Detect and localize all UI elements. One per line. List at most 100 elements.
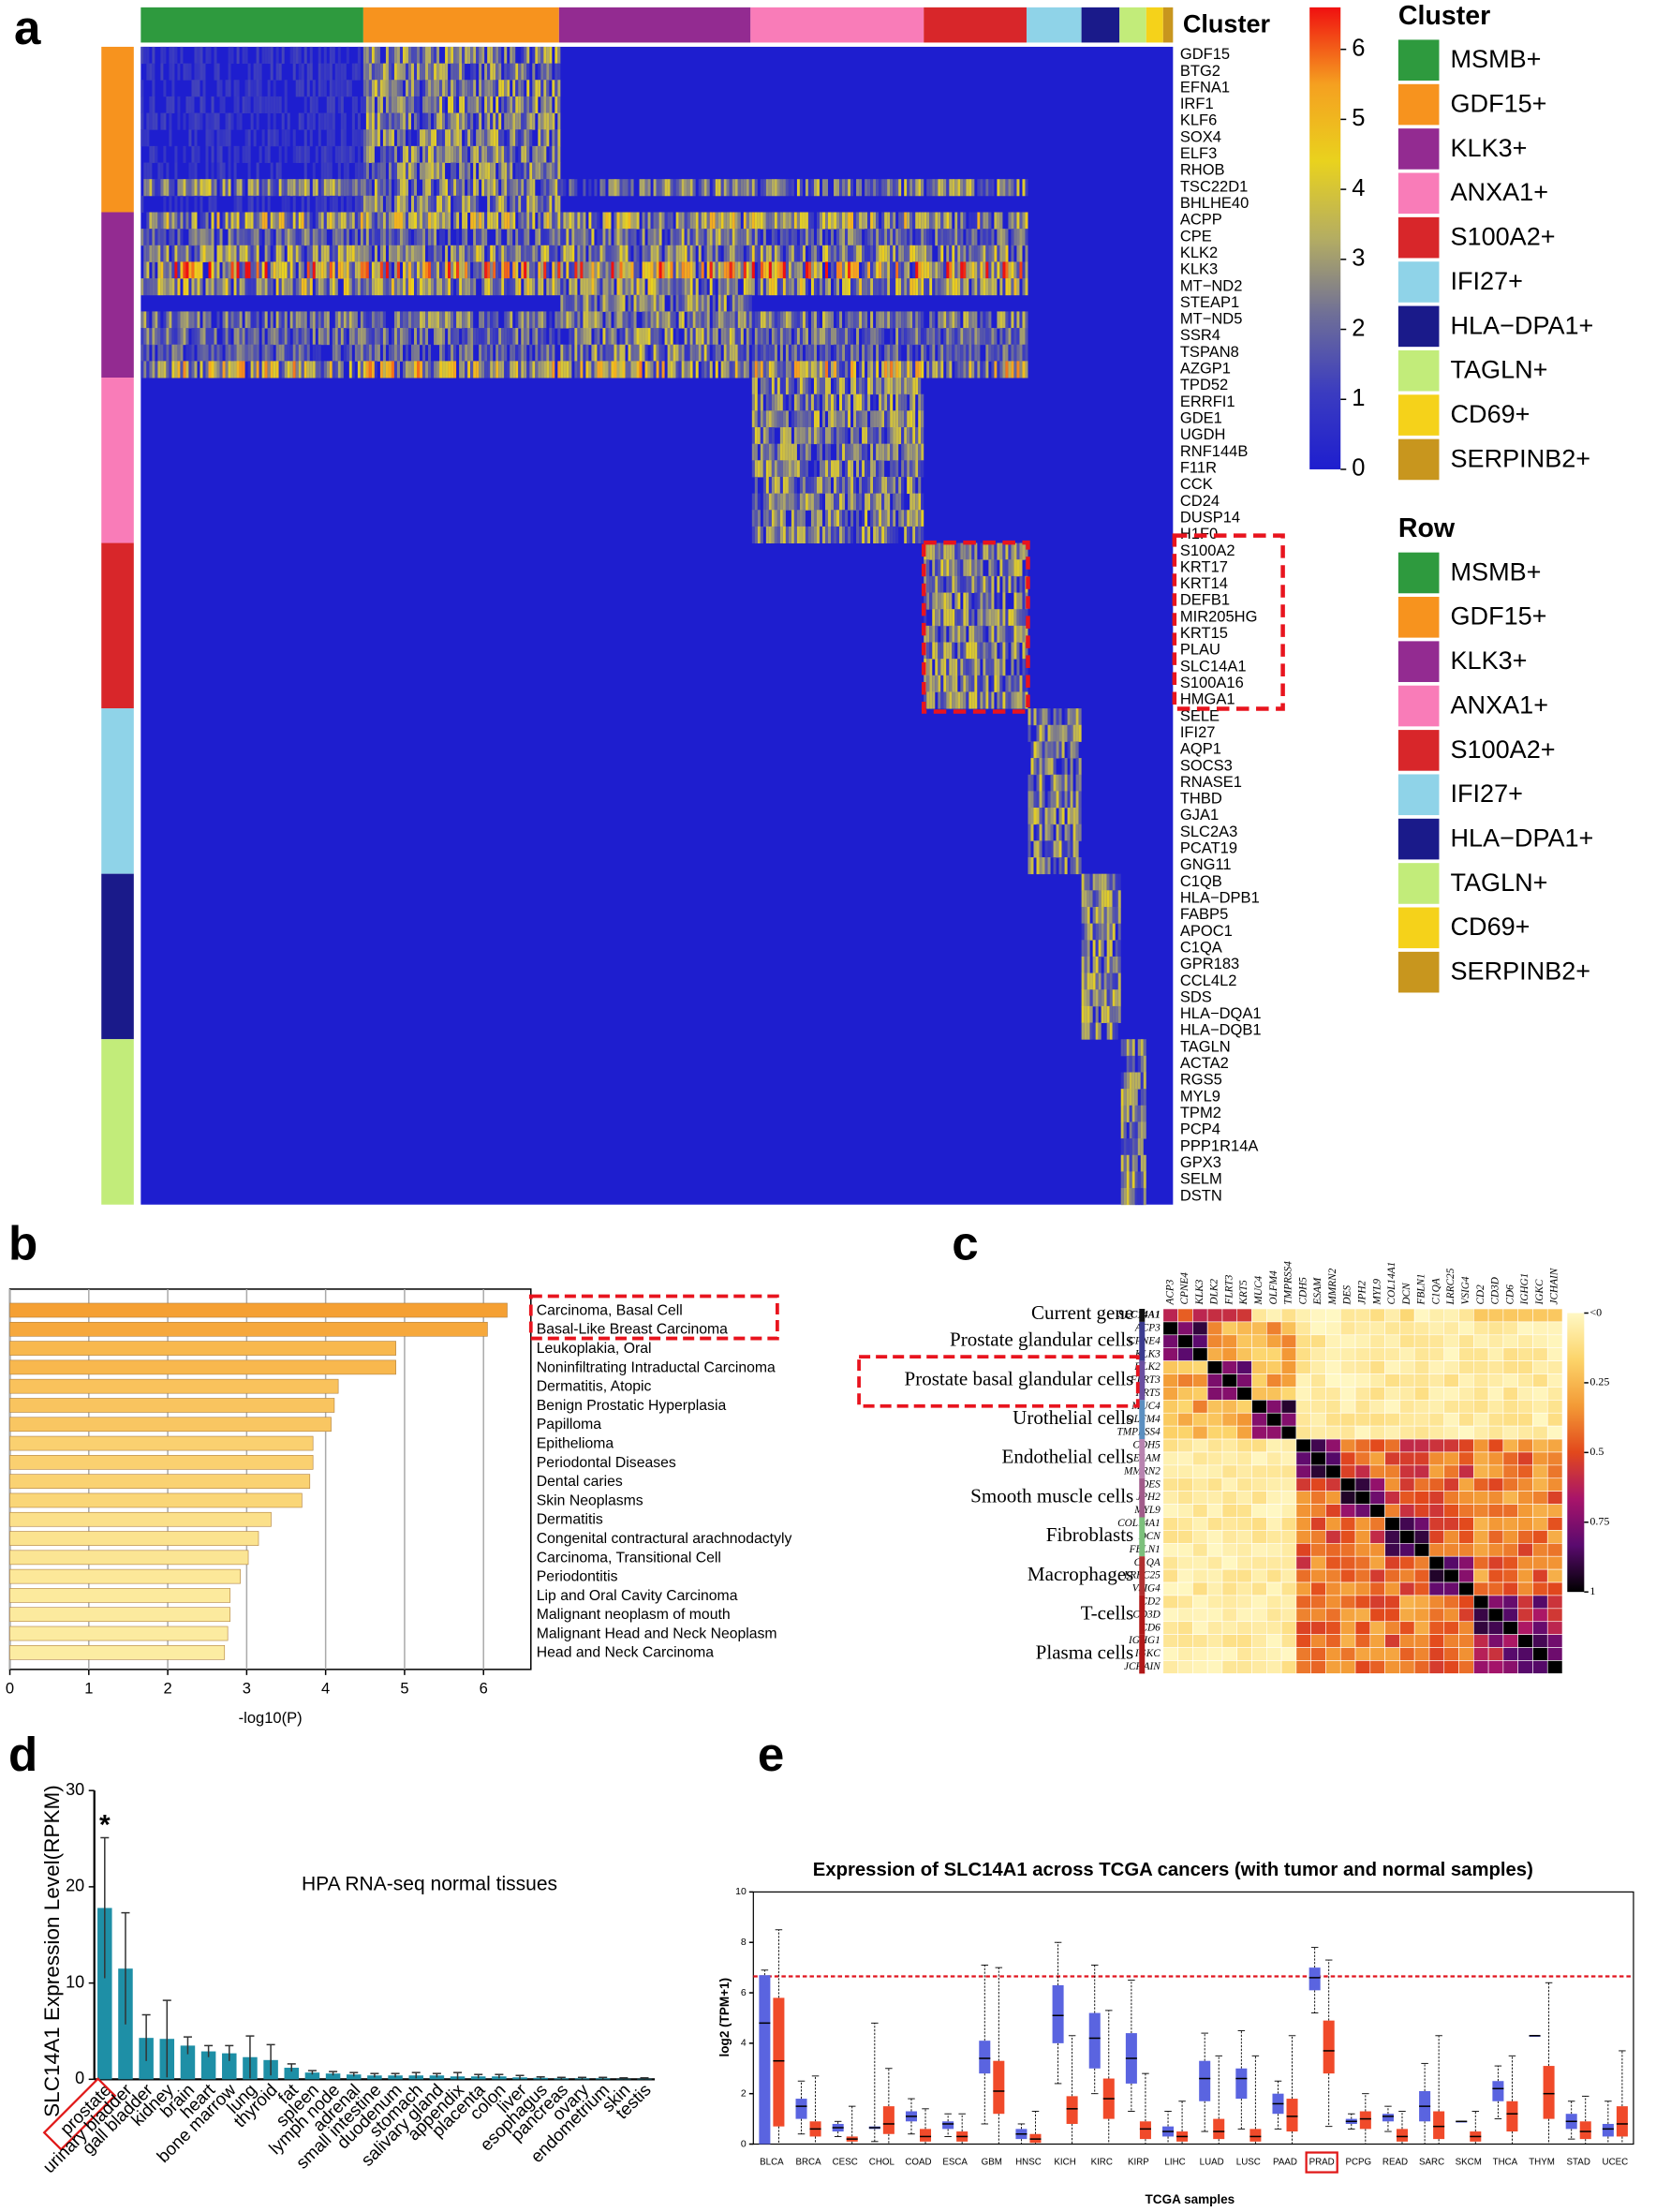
heatmap-cell [583,311,586,329]
heatmap-cell [1011,625,1014,643]
heatmap-cell [535,145,539,163]
heatmap-cell [459,46,463,65]
heatmap-cell [1008,261,1012,279]
heatmap-cell [907,311,910,329]
heatmap-cell [856,311,860,329]
heatmap-cell [678,344,682,362]
heatmap-cell [1070,824,1073,841]
heatmap-cell [365,63,369,81]
heatmap-cell [546,278,550,296]
heatmap-cell [842,426,846,445]
heatmap-cell [960,675,964,692]
heatmap-cell [853,361,857,379]
heatmap-cell [1103,906,1107,925]
heatmap-cell [678,245,682,262]
heatmap-cell [599,361,603,379]
heatmap-cell [445,212,449,230]
heatmap-cell [887,212,891,230]
heatmap-cell [1067,774,1071,792]
heatmap-cell [1050,774,1054,792]
heatmap-cell [498,112,502,130]
heatmap-cell [1036,741,1040,759]
heatmap-cell [202,328,206,346]
heatmap-cell [1039,840,1042,858]
heatmap-cell [487,261,491,279]
heatmap-cell [991,245,995,262]
heatmap-cell [428,96,432,114]
heatmap-cell [647,278,651,296]
heatmap-cell [160,278,164,296]
heatmap-cell [244,212,248,230]
heatmap-cell [715,311,718,329]
heatmap-cell [382,278,386,296]
heatmap-cell [362,179,366,197]
heatmap-cell [938,609,941,627]
heatmap-cell [535,311,539,329]
heatmap-cell [678,278,682,296]
heatmap-cell [396,245,400,262]
heatmap-cell [1143,1055,1146,1073]
heatmap-cell [146,129,150,147]
heatmap-cell [839,493,843,511]
heatmap-cell [881,212,885,230]
heatmap-cell [1084,989,1087,1007]
heatmap-cell [701,212,704,230]
heatmap-cell [1092,906,1096,925]
heatmap-cell [793,493,797,511]
heatmap-cell [467,361,471,379]
heatmap-cell [1095,940,1099,958]
heatmap-cell [368,63,372,81]
heatmap-cell [614,229,617,246]
heatmap-cell [393,278,397,296]
heatmap-cell [405,344,408,362]
heatmap-cell [971,261,975,279]
heatmap-cell [563,311,567,329]
heatmap-cell [414,261,418,279]
heatmap-cell [757,344,761,362]
heatmap-cell [146,344,150,362]
heatmap-cell [194,261,198,279]
heatmap-cell [557,80,561,97]
heatmap-cell [782,311,786,329]
heatmap-cell [1061,758,1065,776]
heatmap-cell [760,311,763,329]
heatmap-cell [845,378,849,395]
heatmap-cell [807,393,811,411]
heatmap-cell [1011,229,1014,246]
heatmap-cell [351,278,355,296]
heatmap-cell [605,294,609,312]
heatmap-cell [963,179,967,197]
heatmap-cell [729,311,732,329]
heatmap-cell [622,261,626,279]
heatmap-cell [140,229,144,246]
heatmap-cell [746,212,749,230]
heatmap-cell [225,278,229,296]
heatmap-cell [501,80,505,97]
heatmap-cell [538,328,541,346]
heatmap-cell [183,63,186,81]
heatmap-cell [591,294,595,312]
heatmap-cell [261,278,265,296]
heatmap-cell [583,278,586,296]
heatmap-cell [504,145,508,163]
heatmap-cell [557,212,561,230]
heatmap-cell [275,212,279,230]
heatmap-cell [821,426,825,445]
heatmap-cell [479,212,482,230]
heatmap-cell [320,311,324,329]
heatmap-cell [782,378,786,395]
heatmap-cell [1036,856,1040,875]
heatmap-cell [856,510,860,527]
heatmap-cell [966,575,969,593]
heatmap-cell [793,278,797,296]
heatmap-cell [988,642,992,660]
heatmap-cell [1036,824,1040,841]
heatmap-cell [653,261,657,279]
heatmap-cell [949,328,953,346]
heatmap-cell [346,344,349,362]
heatmap-cell [870,344,874,362]
heatmap-cell [862,311,865,329]
heatmap-cell [1002,542,1006,560]
heatmap-cell [289,344,293,362]
heatmap-cell [782,328,786,346]
